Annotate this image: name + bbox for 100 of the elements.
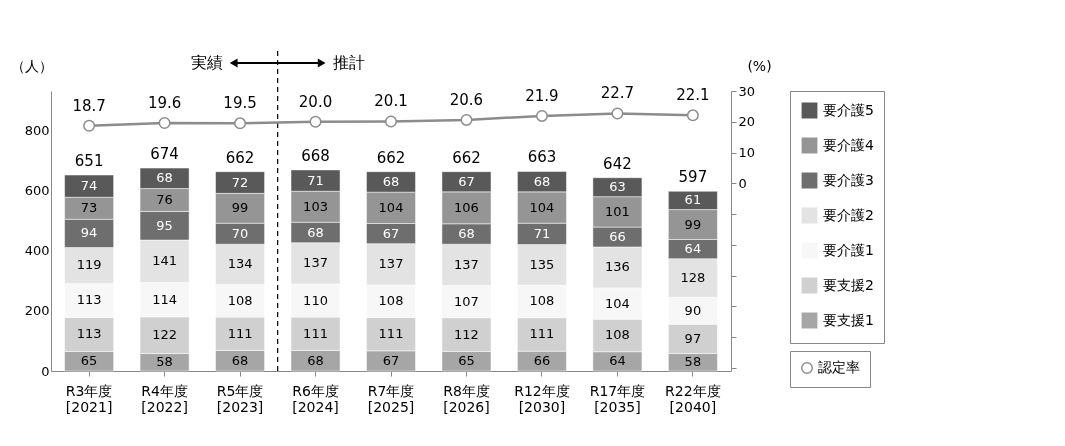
legend-label: 要介護1	[823, 241, 874, 258]
legend-label: 認定率	[818, 359, 860, 375]
y-tick-label: 800	[24, 122, 50, 138]
data-label: 68	[307, 352, 324, 368]
data-label: 68	[307, 224, 324, 240]
y-tick-label: 0	[41, 363, 50, 379]
data-label: 65	[458, 353, 475, 369]
x-tick-label: R12年度 [2030]	[514, 382, 570, 415]
legend-label: 要支援1	[823, 311, 874, 328]
data-label: 65	[80, 353, 98, 369]
data-label: 68	[382, 173, 400, 189]
point	[83, 119, 96, 132]
total-label: 662	[452, 148, 481, 167]
data-label: 103	[303, 198, 328, 214]
y2-tick-label: 20	[738, 114, 756, 130]
total-label: 668	[301, 146, 330, 165]
x-tick-label: R7年度 [2025]	[367, 382, 415, 415]
data-label: 134	[227, 256, 253, 272]
data-label: 67	[458, 173, 475, 189]
y2-tick-label: 30	[738, 83, 756, 99]
data-label: 119	[76, 257, 102, 273]
total-label: 651	[74, 152, 104, 170]
data-label: 108	[227, 292, 253, 308]
total-label: 662	[376, 148, 406, 167]
data-label: 22.1	[676, 86, 710, 105]
data-label: 108	[529, 293, 555, 309]
data-label: 74	[80, 178, 98, 194]
data-label: 141	[152, 253, 177, 269]
data-label: 90	[684, 302, 702, 318]
data-label: 108	[378, 293, 404, 309]
data-label: 19.5	[223, 94, 257, 113]
data-label: 71	[307, 172, 324, 188]
legend-label: 要介護5	[823, 101, 874, 118]
point	[234, 117, 247, 130]
text: 実績	[190, 53, 223, 72]
data-label: 110	[303, 292, 328, 308]
data-label: 68	[458, 226, 475, 242]
data-label: 20.1	[374, 92, 408, 111]
data-label: 113	[76, 292, 102, 308]
data-label: 136	[605, 259, 630, 275]
data-label: 99	[231, 200, 249, 216]
legend-label: 要支援2	[823, 276, 874, 293]
legend-label: 要介護4	[823, 136, 874, 153]
data-label: 21.9	[525, 86, 559, 105]
point	[158, 117, 171, 129]
data-label: 68	[231, 352, 249, 368]
data-label: 128	[680, 269, 706, 285]
data-label: 66	[533, 353, 551, 369]
data-label: 112	[454, 326, 479, 342]
point	[686, 109, 699, 122]
total-label: 663	[527, 148, 557, 167]
data-label: 22.7	[600, 84, 635, 103]
data-label: 58	[684, 354, 702, 370]
data-label: 19.6	[147, 94, 182, 112]
data-label: 107	[454, 293, 479, 309]
data-label: 63	[609, 179, 626, 195]
data-label: 66	[609, 229, 626, 245]
y-axis-title: （人）	[10, 57, 53, 74]
data-label: 67	[382, 352, 400, 368]
data-label: 114	[152, 291, 177, 307]
total-label: 642	[603, 154, 632, 173]
y-tick-label: 200	[24, 303, 50, 319]
x-tick-label: R3年度 [2021]	[65, 382, 113, 415]
data-label: 106	[454, 199, 479, 215]
data-label: 101	[605, 203, 630, 219]
legend-label: 要介護3	[823, 171, 874, 188]
data-label: 99	[684, 216, 702, 232]
point	[309, 115, 322, 128]
point	[535, 109, 548, 122]
x-tick-label: R22年度 [2040]	[665, 382, 721, 415]
data-label: 95	[156, 217, 173, 233]
data-label: 20.0	[298, 92, 333, 111]
data-label: 64	[684, 241, 702, 257]
data-label: 76	[156, 191, 173, 207]
x-tick-label: R4年度 [2022]	[141, 382, 188, 415]
point	[385, 115, 397, 128]
data-label: 108	[605, 327, 630, 343]
total-label: 662	[225, 148, 255, 167]
data-label: 18.7	[72, 96, 106, 115]
data-label: 94	[80, 225, 98, 241]
data-label: 122	[152, 327, 177, 343]
data-label: 111	[529, 326, 555, 342]
data-label: 58	[156, 354, 173, 370]
x-tick-label: R8年度 [2026]	[443, 382, 490, 415]
data-label: 111	[303, 325, 328, 341]
data-label: 113	[76, 326, 102, 342]
y2-axis-title: (%)	[747, 57, 772, 74]
data-label: 71	[533, 225, 551, 241]
data-label: 68	[156, 170, 173, 186]
data-label: 137	[378, 256, 404, 272]
y-tick-label: 600	[24, 182, 50, 198]
x-tick-label: R6年度 [2024]	[292, 382, 339, 415]
data-label: 111	[227, 325, 253, 341]
data-label: 137	[454, 256, 479, 272]
data-label: 104	[605, 295, 630, 311]
point	[611, 107, 624, 120]
data-label: 137	[303, 255, 328, 271]
data-label: 135	[529, 256, 555, 272]
text: 推計	[332, 53, 365, 72]
y-tick-label: 400	[24, 243, 50, 259]
